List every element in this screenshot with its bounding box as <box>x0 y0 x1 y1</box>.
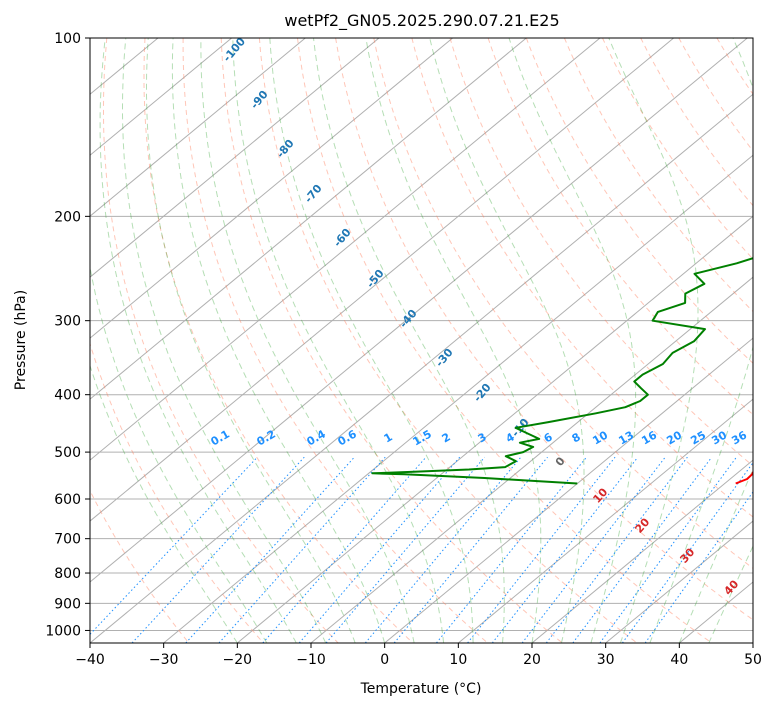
x-tick-label: −40 <box>75 652 105 668</box>
y-tick-label: 1000 <box>45 623 81 639</box>
y-tick-label: 300 <box>54 314 81 330</box>
y-tick-label: 500 <box>54 445 81 461</box>
y-tick-label: 400 <box>54 388 81 404</box>
x-tick-label: −30 <box>149 652 179 668</box>
chart-title: wetPf2_GN05.2025.290.07.21.E25 <box>284 11 559 31</box>
y-tick-label: 600 <box>54 492 81 508</box>
x-tick-label: 40 <box>670 652 688 668</box>
x-tick-label: −20 <box>223 652 253 668</box>
x-tick-label: 30 <box>597 652 615 668</box>
y-tick-label: 700 <box>54 532 81 548</box>
y-tick-label: 200 <box>54 209 81 225</box>
x-tick-label: 50 <box>744 652 762 668</box>
x-tick-label: 0 <box>380 652 389 668</box>
y-axis-label: Pressure (hPa) <box>13 290 29 390</box>
x-tick-label: 20 <box>523 652 541 668</box>
y-tick-label: 800 <box>54 566 81 582</box>
y-tick-label: 100 <box>54 31 81 47</box>
y-tick-label: 900 <box>54 596 81 612</box>
x-axis-label: Temperature (°C) <box>360 681 482 697</box>
x-tick-label: 10 <box>449 652 467 668</box>
x-tick-label: −10 <box>296 652 326 668</box>
